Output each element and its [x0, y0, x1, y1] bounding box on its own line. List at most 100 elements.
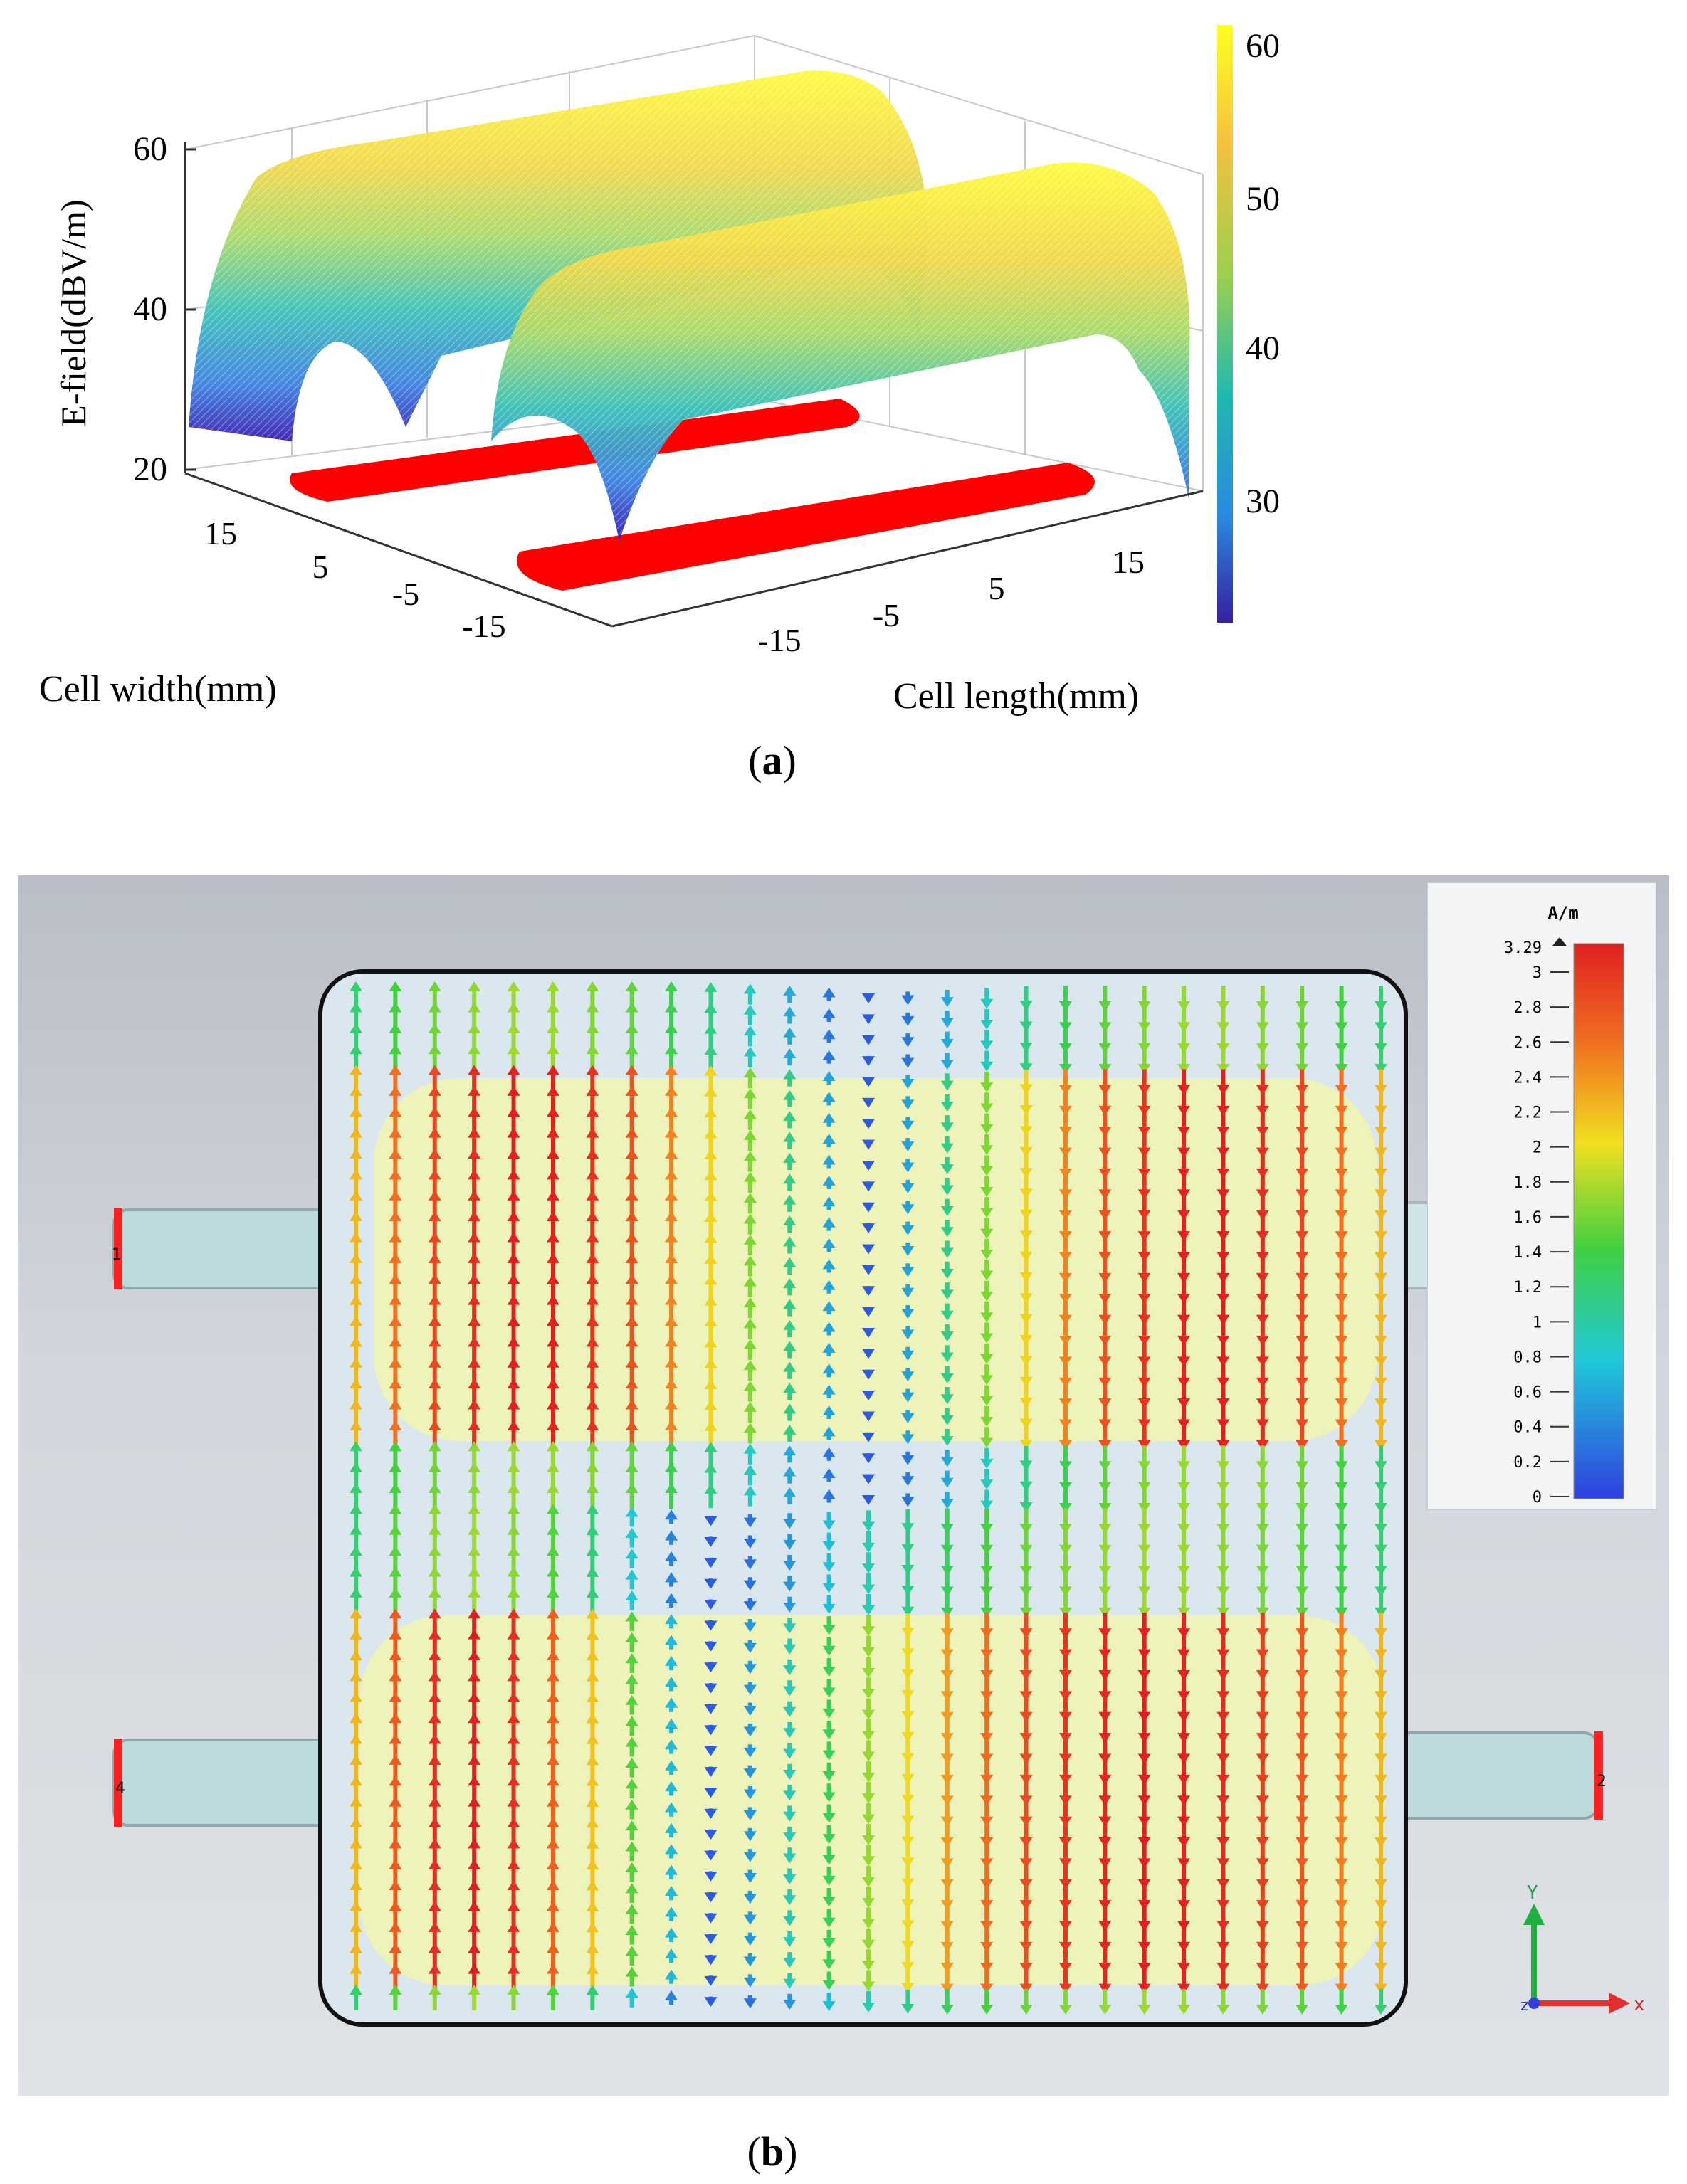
current-arrow — [822, 1992, 836, 2012]
current-arrow — [862, 1411, 875, 1422]
current-arrow — [901, 1551, 915, 1576]
current-arrow — [783, 1931, 797, 1948]
patch-projections — [290, 399, 1095, 591]
current-arrow — [783, 1236, 797, 1254]
current-arrow — [1335, 1027, 1348, 1053]
current-arrow — [822, 1783, 836, 1803]
current-arrow — [665, 1509, 678, 1524]
current-arrow — [350, 1985, 362, 2010]
current-arrow — [1177, 1257, 1191, 1283]
current-arrow — [1216, 1069, 1230, 1095]
current-arrow — [901, 1346, 915, 1361]
current-arrow — [1137, 1780, 1151, 1806]
current-arrow — [1058, 1926, 1072, 1952]
current-arrow — [1019, 1299, 1033, 1324]
current-arrow — [1058, 1989, 1072, 2015]
current-arrow — [1216, 1131, 1230, 1158]
current-arrow — [1058, 1758, 1072, 1785]
current-arrow — [1137, 1257, 1151, 1283]
current-arrow — [822, 1112, 836, 1127]
current-arrow — [1098, 1466, 1112, 1492]
current-arrow — [940, 1450, 954, 1467]
current-arrow — [1019, 1863, 1033, 1889]
current-arrow — [1177, 1131, 1191, 1158]
current-arrow — [940, 1989, 954, 2015]
current-arrow — [1019, 1884, 1033, 1911]
current-arrow — [704, 1829, 718, 1840]
current-arrow — [704, 1620, 718, 1631]
current-arrow — [940, 1633, 954, 1660]
current-arrow — [822, 1574, 836, 1593]
patch-2 — [517, 463, 1095, 591]
current-arrow — [1137, 1048, 1151, 1075]
current-arrow — [1098, 1006, 1112, 1033]
feed-line-port-1 — [112, 1208, 350, 1289]
current-arrow — [1296, 1445, 1309, 1472]
colorbar-tick-50: 50 — [1246, 180, 1280, 218]
current-arrow — [1375, 1822, 1387, 1847]
current-arrow — [1335, 1717, 1348, 1743]
current-arrow — [940, 1926, 954, 1952]
current-arrow — [1296, 1048, 1309, 1075]
current-arrow — [704, 1850, 718, 1861]
legend-color-scale — [1573, 943, 1624, 1499]
current-arrow — [1256, 1758, 1269, 1785]
current-arrow — [862, 1531, 875, 1553]
current-arrow — [625, 1799, 638, 1820]
current-arrow — [625, 1611, 638, 1632]
current-arrow — [822, 1679, 836, 1698]
current-arrow — [783, 1445, 797, 1463]
current-arrow — [901, 1613, 915, 1638]
current-arrow — [743, 1849, 757, 1862]
axis-label-y: Y — [1527, 1882, 1538, 1904]
current-arrow — [862, 1719, 875, 1741]
current-arrow — [1098, 1717, 1112, 1743]
current-arrow — [1335, 1194, 1348, 1220]
current-arrow — [1098, 1675, 1112, 1702]
current-arrow — [901, 1368, 915, 1382]
current-arrow — [1137, 1717, 1151, 1743]
current-arrow — [862, 1907, 875, 1929]
current-arrow — [743, 1130, 757, 1151]
current-arrow — [940, 1591, 954, 1618]
current-arrow — [980, 1280, 994, 1302]
current-arrow — [980, 1134, 994, 1156]
current-arrow — [1177, 1571, 1191, 1597]
current-arrow — [665, 1572, 678, 1587]
current-arrow — [704, 1787, 718, 1798]
current-arrow — [901, 991, 915, 1006]
current-arrow — [1216, 1738, 1230, 1764]
current-arrow — [1058, 1299, 1072, 1325]
current-arrow — [1019, 1989, 1033, 2015]
current-arrow — [1375, 1424, 1387, 1450]
current-arrow — [704, 1954, 718, 1966]
current-arrow — [862, 1119, 875, 1129]
current-arrow — [1058, 1466, 1072, 1492]
current-arrow — [1058, 1131, 1072, 1158]
current-arrow — [940, 1550, 954, 1576]
current-arrow — [783, 1910, 797, 1926]
y-axis-label: Cell length(mm) — [893, 676, 1139, 717]
axis-label-x: x — [1634, 1994, 1645, 2015]
current-arrow — [940, 1282, 954, 1300]
current-arrow — [1256, 1048, 1269, 1075]
legend-tick-label: 2.6 — [1513, 1034, 1542, 1052]
current-arrow — [1296, 1027, 1309, 1053]
current-arrow — [862, 1698, 875, 1720]
current-arrow — [1296, 1487, 1309, 1513]
current-arrow — [1256, 1822, 1269, 1847]
current-arrow — [625, 1590, 638, 1610]
current-arrow — [1256, 1947, 1269, 1973]
current-arrow — [1296, 1424, 1309, 1450]
current-arrow — [940, 1822, 954, 1847]
current-arrow — [1335, 1131, 1348, 1158]
current-arrow — [1058, 1905, 1072, 1931]
current-arrow — [901, 1843, 915, 1868]
current-arrow — [1058, 1884, 1072, 1911]
current-arrow — [665, 1739, 678, 1754]
current-arrow — [940, 1178, 954, 1196]
current-arrow — [1098, 1383, 1112, 1409]
current-arrow — [1058, 1780, 1072, 1806]
current-arrow — [901, 1948, 915, 1973]
current-arrow — [980, 1696, 994, 1722]
